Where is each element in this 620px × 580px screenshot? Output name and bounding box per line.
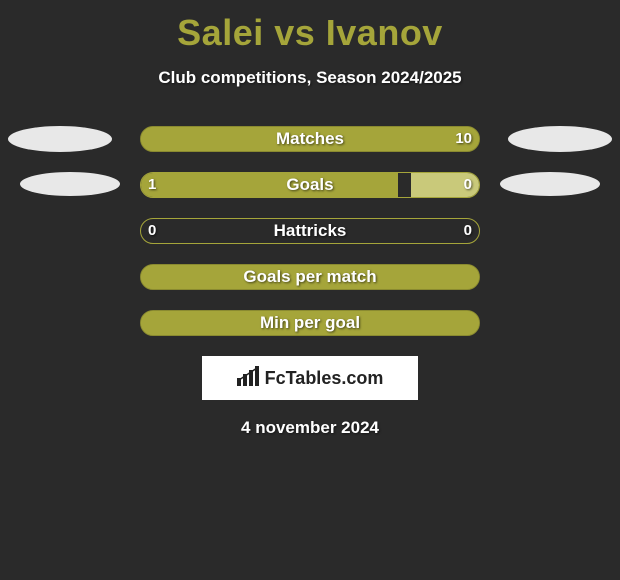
stat-value-right: 0 [464, 218, 472, 244]
stat-value-left: 1 [148, 172, 156, 198]
stat-row-goals-per-match: Goals per match [0, 264, 620, 290]
stat-row-hattricks: 0 Hattricks 0 [0, 218, 620, 244]
comparison-chart: Matches 10 1 Goals 0 0 Hattricks 0 Goals… [0, 126, 620, 336]
stat-row-matches: Matches 10 [0, 126, 620, 152]
stat-bar-fill-left [141, 311, 479, 335]
stat-bar-fill-left [141, 265, 479, 289]
stat-bar-track [140, 264, 480, 290]
date-label: 4 november 2024 [0, 418, 620, 438]
stat-value-right: 10 [455, 126, 472, 152]
brand-box: FcTables.com [202, 356, 418, 400]
stat-bar-track [140, 310, 480, 336]
brand-text: FcTables.com [265, 368, 384, 389]
stat-bar-track [140, 126, 480, 152]
stat-value-left: 0 [148, 218, 156, 244]
stat-row-min-per-goal: Min per goal [0, 310, 620, 336]
page-title: Salei vs Ivanov [0, 0, 620, 54]
stat-bar-track [140, 218, 480, 244]
stat-bar-track [140, 172, 480, 198]
stat-bar-fill-left [141, 173, 398, 197]
stat-row-goals: 1 Goals 0 [0, 172, 620, 198]
page-subtitle: Club competitions, Season 2024/2025 [0, 68, 620, 88]
stat-value-right: 0 [464, 172, 472, 198]
bar-chart-icon [237, 366, 261, 391]
stat-bar-fill-right [141, 127, 479, 151]
